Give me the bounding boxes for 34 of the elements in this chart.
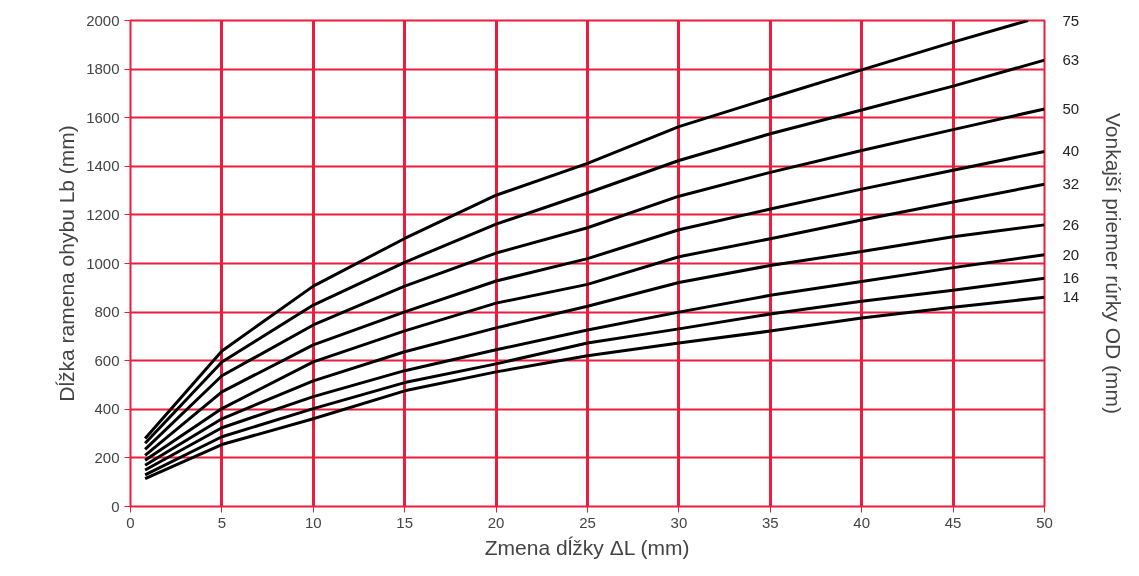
y-tick-label: 600 bbox=[94, 351, 120, 369]
y-tick-label: 1000 bbox=[86, 254, 120, 272]
x-tick-label: 30 bbox=[670, 513, 688, 531]
x-tick-label: 25 bbox=[579, 513, 596, 531]
text: 75 bbox=[1062, 11, 1080, 29]
y-tick-label: 200 bbox=[94, 448, 120, 466]
y-tick-label: 1400 bbox=[86, 157, 120, 175]
x-tick-label: 0 bbox=[126, 513, 135, 531]
x-tick-label: 50 bbox=[1036, 513, 1053, 531]
x-axis-title: Zmena dĺžky ΔL (mm) bbox=[484, 535, 690, 559]
series-label: 63 bbox=[1062, 51, 1080, 69]
series-label: 26 bbox=[1062, 215, 1080, 233]
y-tick-label: 0 bbox=[111, 497, 120, 515]
y-tick-label: 1600 bbox=[86, 108, 120, 126]
y-axis-title: Dĺžka ramena ohybu Lb (mm) bbox=[55, 125, 79, 402]
x-tick-label: 5 bbox=[217, 513, 227, 531]
x-tick-label: 40 bbox=[853, 513, 871, 531]
x-tick-label: 10 bbox=[304, 513, 322, 531]
y2-axis-title: Vonkajší priemer rúrky OD (mm) bbox=[1102, 112, 1126, 415]
series-label: 50 bbox=[1062, 99, 1080, 117]
y-tick-label: 800 bbox=[94, 303, 120, 321]
y-tick-label: 1800 bbox=[86, 60, 120, 78]
y-tick-label: 1200 bbox=[86, 205, 120, 223]
series-label: 20 bbox=[1062, 245, 1080, 263]
x-tick-label: 15 bbox=[396, 513, 414, 531]
y-tick-label: 400 bbox=[94, 400, 120, 418]
x-tick-label: 20 bbox=[487, 513, 505, 531]
x-tick-label: 35 bbox=[761, 513, 779, 531]
series-label: 32 bbox=[1062, 175, 1080, 193]
series-label: 40 bbox=[1062, 142, 1080, 160]
series-label: 16 bbox=[1062, 269, 1080, 287]
x-tick-label: 45 bbox=[944, 513, 962, 531]
y-tick-label: 2000 bbox=[86, 11, 120, 29]
series-label: 14 bbox=[1062, 288, 1080, 306]
